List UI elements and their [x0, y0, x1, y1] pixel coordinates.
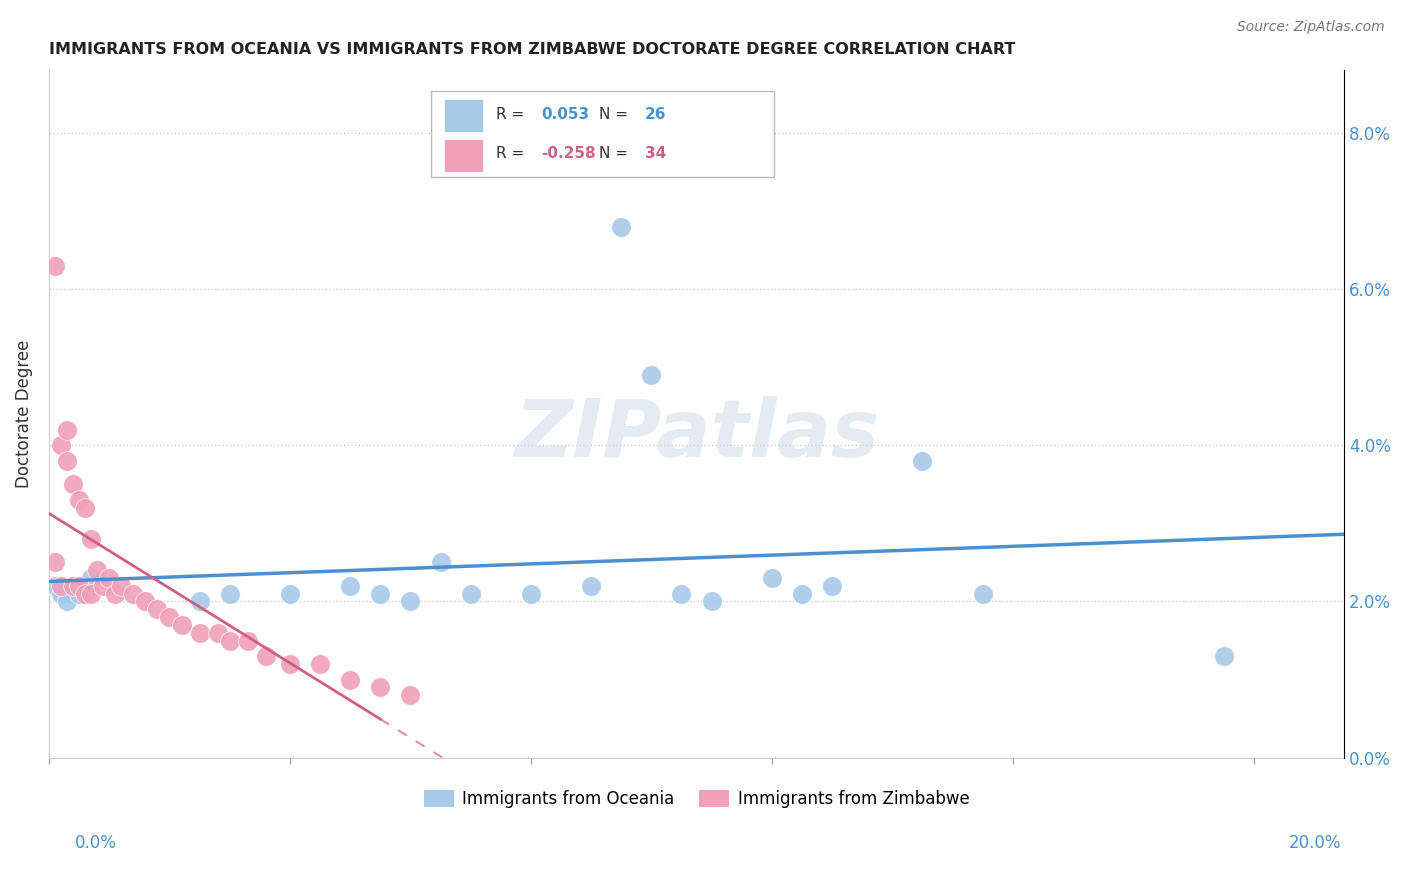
Point: [399, 688, 422, 702]
Y-axis label: Doctorate Degree: Doctorate Degree: [15, 340, 32, 488]
Text: R =: R =: [496, 107, 529, 121]
Point: [44, 259, 66, 273]
Point: [700, 594, 723, 608]
Point: [429, 556, 451, 570]
Point: [170, 618, 193, 632]
Point: [188, 625, 211, 640]
FancyBboxPatch shape: [432, 91, 775, 177]
Point: [188, 594, 211, 608]
Point: [610, 219, 633, 234]
Point: [80, 571, 103, 585]
Point: [218, 587, 240, 601]
Point: [80, 532, 103, 546]
Text: 20.0%: 20.0%: [1288, 834, 1341, 852]
Point: [368, 681, 391, 695]
Point: [640, 368, 662, 382]
Text: IMMIGRANTS FROM OCEANIA VS IMMIGRANTS FROM ZIMBABWE DOCTORATE DEGREE CORRELATION: IMMIGRANTS FROM OCEANIA VS IMMIGRANTS FR…: [49, 42, 1015, 57]
Point: [67, 579, 90, 593]
Point: [44, 579, 66, 593]
Point: [122, 587, 145, 601]
Text: 0.0%: 0.0%: [75, 834, 117, 852]
Point: [579, 579, 602, 593]
Point: [911, 454, 934, 468]
Legend: Immigrants from Oceania, Immigrants from Zimbabwe: Immigrants from Oceania, Immigrants from…: [418, 783, 976, 814]
Point: [146, 602, 169, 616]
Point: [309, 657, 332, 671]
Point: [254, 649, 277, 664]
Point: [104, 587, 127, 601]
Point: [56, 423, 79, 437]
Point: [134, 594, 156, 608]
Point: [460, 587, 482, 601]
Point: [1212, 649, 1234, 664]
Point: [44, 556, 66, 570]
Text: R =: R =: [496, 146, 529, 161]
Point: [671, 587, 693, 601]
Point: [80, 587, 103, 601]
Point: [49, 587, 72, 601]
Point: [790, 587, 813, 601]
Point: [62, 579, 84, 593]
Point: [278, 587, 301, 601]
Point: [91, 579, 114, 593]
Point: [339, 673, 361, 687]
Point: [62, 477, 84, 491]
FancyBboxPatch shape: [444, 139, 482, 172]
Point: [159, 610, 181, 624]
Text: N =: N =: [599, 146, 633, 161]
Point: [75, 500, 97, 515]
Point: [67, 587, 90, 601]
Point: [520, 587, 543, 601]
Point: [278, 657, 301, 671]
Point: [98, 571, 121, 585]
Point: [49, 579, 72, 593]
Point: [56, 594, 79, 608]
Point: [86, 563, 108, 577]
Point: [821, 579, 844, 593]
Text: 0.053: 0.053: [541, 107, 589, 121]
Point: [972, 587, 994, 601]
FancyBboxPatch shape: [444, 99, 482, 132]
Point: [236, 633, 259, 648]
Point: [75, 587, 97, 601]
Text: -0.258: -0.258: [541, 146, 596, 161]
Point: [56, 454, 79, 468]
Text: 26: 26: [645, 107, 666, 121]
Point: [207, 625, 229, 640]
Text: ZIPatlas: ZIPatlas: [515, 396, 879, 474]
Point: [49, 438, 72, 452]
Text: Source: ZipAtlas.com: Source: ZipAtlas.com: [1237, 20, 1385, 34]
Text: N =: N =: [599, 107, 633, 121]
Point: [110, 579, 132, 593]
Point: [368, 587, 391, 601]
Point: [339, 579, 361, 593]
Point: [761, 571, 783, 585]
Point: [62, 579, 84, 593]
Point: [399, 594, 422, 608]
Point: [67, 492, 90, 507]
Point: [218, 633, 240, 648]
Text: 34: 34: [645, 146, 666, 161]
